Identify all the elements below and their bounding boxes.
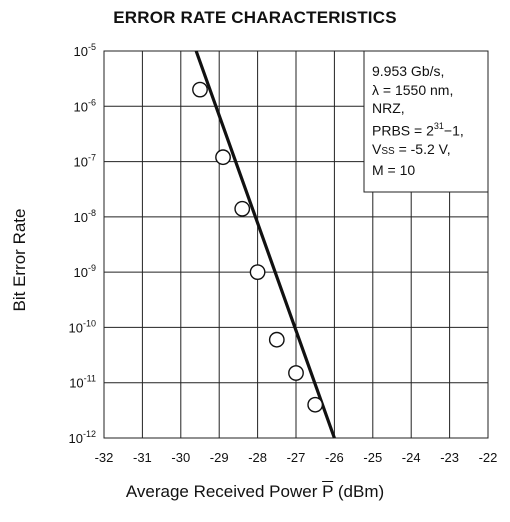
tick-labels: -32 -31 -30 -29 -28 -27 -26 -25 -24 -23 -22 10-5 10-… xyxy=(69,42,498,465)
annotation-m: M = 10 xyxy=(372,162,416,179)
legend-annotation: 9.953 Gb/s, λ = 1550 nm, NRZ, PRBS = 231… xyxy=(372,62,464,180)
data-point xyxy=(234,200,251,217)
series-fit-line xyxy=(194,50,336,439)
series-markers xyxy=(192,81,324,413)
x-tick-label: -26 xyxy=(325,450,344,465)
data-point xyxy=(215,149,231,166)
y-tick-label: 10-10 xyxy=(69,318,96,335)
x-tick-label: -28 xyxy=(248,450,267,465)
data-point xyxy=(192,81,208,98)
fit-line xyxy=(194,50,336,439)
x-tick-label: -29 xyxy=(210,450,229,465)
x-tick-label: -23 xyxy=(440,450,459,465)
data-point xyxy=(268,331,285,348)
x-tick-label: -22 xyxy=(479,450,498,465)
annotation-prbs: PRBS = 231−1, xyxy=(372,120,464,139)
x-tick-label: -30 xyxy=(171,450,190,465)
x-tick-label: -31 xyxy=(133,450,152,465)
annotation-wavelength: λ = 1550 nm, xyxy=(372,81,454,98)
chart-title: ERROR RATE CHARACTERISTICS xyxy=(113,8,397,27)
y-tick-label: 10-7 xyxy=(74,153,96,170)
y-tick-label: 10-8 xyxy=(74,208,96,225)
x-tick-label: -32 xyxy=(95,450,114,465)
x-axis-label: Average Received Power P (dBm) xyxy=(125,482,385,501)
data-point xyxy=(249,264,266,281)
y-tick-label: 10-6 xyxy=(74,97,96,114)
x-tick-label: -24 xyxy=(402,450,421,465)
x-tick-label: -25 xyxy=(363,450,382,465)
y-tick-label: 10-11 xyxy=(69,374,96,391)
grid xyxy=(103,50,489,439)
x-tick-label: -27 xyxy=(287,450,306,465)
y-tick-label: 10-12 xyxy=(69,429,96,446)
annotation-bitrate: 9.953 Gb/s, xyxy=(372,63,445,79)
y-tick-label: 10-5 xyxy=(74,42,96,59)
data-point xyxy=(288,365,304,381)
y-tick-label: 10-9 xyxy=(74,263,96,280)
annotation-vss: VSS = -5.2 V, xyxy=(372,140,451,157)
plot-border xyxy=(103,50,489,439)
annotation-format: NRZ, xyxy=(372,100,405,116)
data-point xyxy=(307,396,324,413)
